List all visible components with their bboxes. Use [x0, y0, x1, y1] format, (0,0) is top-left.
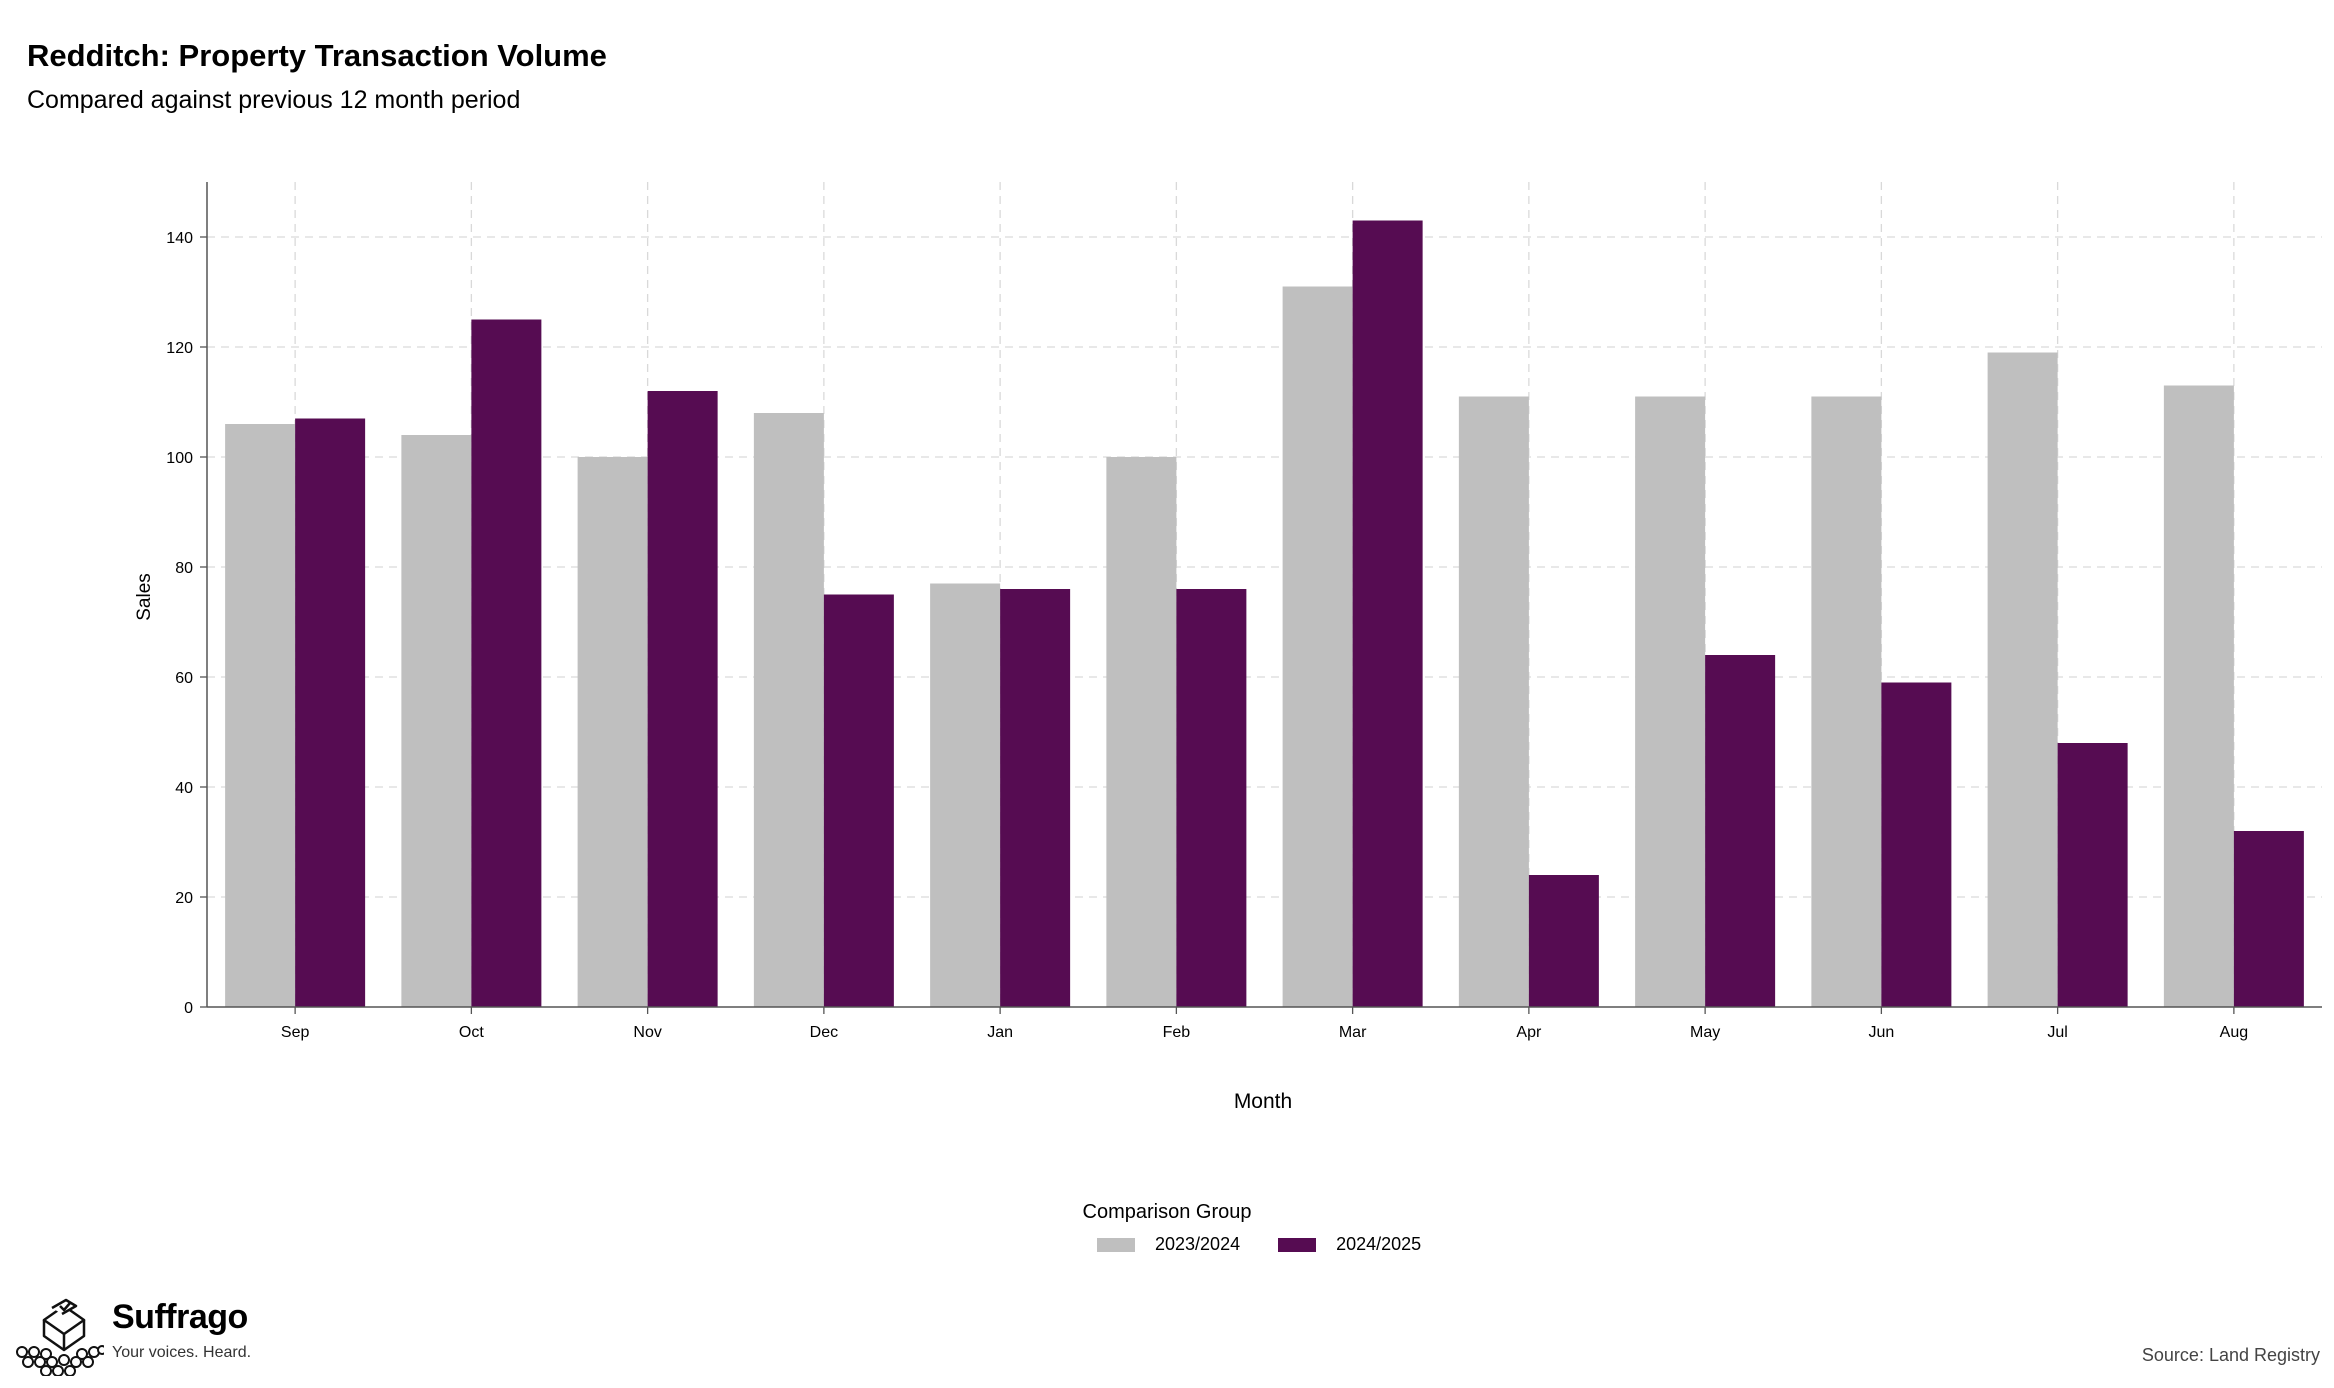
x-tick-label: Jan — [987, 1024, 1013, 1041]
legend: 2023/2024 2024/2025 — [1097, 1234, 1459, 1255]
x-tick-label: Aug — [2220, 1024, 2248, 1041]
legend-swatch — [1097, 1237, 1135, 1252]
x-tick-label: Mar — [1339, 1024, 1367, 1041]
bar-2024-2025-jun — [1881, 682, 1952, 1007]
x-tick-label: Oct — [459, 1024, 484, 1041]
y-axis-label: Sales — [134, 573, 155, 621]
bars — [225, 220, 2304, 1007]
x-tick-label: Nov — [633, 1024, 661, 1041]
bar-chart: 0 20 40 60 80 100 120 140 Sep Oct Nov Dec Jan Feb Mar… — [134, 182, 2322, 1113]
bar-2023-2024-dec — [753, 413, 824, 1007]
bar-2024-2025-apr — [1528, 875, 1599, 1007]
y-tick-labels: 0 20 40 60 80 100 120 140 — [166, 230, 193, 1017]
y-tick-label: 100 — [166, 450, 193, 467]
axes — [200, 182, 2322, 1014]
bar-2024-2025-jul — [2057, 743, 2128, 1007]
bar-2023-2024-nov — [577, 457, 648, 1007]
bar-2024-2025-dec — [823, 594, 894, 1007]
legend-item-2023-2024: 2023/2024 — [1097, 1234, 1240, 1255]
x-tick-labels: Sep Oct Nov Dec Jan Feb Mar Apr May Jun Jul Aug — [281, 1024, 2248, 1041]
brand-tagline: Your voices. Heard. — [112, 1344, 252, 1361]
legend-title: Comparison Group — [1082, 1201, 1252, 1223]
bar-2024-2025-nov — [647, 391, 718, 1007]
bar-2024-2025-mar — [1352, 220, 1423, 1007]
chart-title: Redditch: Property Transaction Volume — [27, 38, 607, 73]
y-tick-label: 60 — [175, 670, 193, 687]
chart-subtitle: Compared against previous 12 month perio… — [27, 86, 521, 114]
x-tick-label: Apr — [1516, 1024, 1542, 1041]
bar-2024-2025-may — [1705, 655, 1776, 1007]
bar-2023-2024-may — [1635, 396, 1706, 1007]
bar-2024-2025-sep — [295, 418, 366, 1007]
bar-2023-2024-jan — [930, 583, 1001, 1007]
bar-2023-2024-sep — [225, 424, 296, 1007]
bar-2023-2024-apr — [1458, 396, 1529, 1007]
x-tick-label: Jul — [2047, 1024, 2067, 1041]
y-tick-label: 120 — [166, 340, 193, 357]
ballot-box-icon — [16, 1298, 104, 1376]
bar-2023-2024-aug — [2163, 385, 2234, 1007]
legend-swatch — [1278, 1237, 1317, 1252]
bar-2024-2025-oct — [471, 319, 542, 1007]
legend-label: 2024/2025 — [1336, 1234, 1422, 1254]
bar-2024-2025-jan — [1000, 589, 1071, 1007]
bar-2023-2024-feb — [1106, 457, 1177, 1007]
y-tick-label: 0 — [184, 1000, 193, 1017]
legend-label: 2023/2024 — [1155, 1234, 1241, 1254]
source-note: Source: Land Registry — [2141, 1345, 2320, 1365]
brand-name: Suffrago — [112, 1298, 248, 1336]
bar-2024-2025-aug — [2233, 831, 2304, 1007]
x-tick-label: May — [1690, 1024, 1720, 1041]
x-tick-label: Feb — [1163, 1024, 1191, 1041]
bar-2023-2024-jun — [1811, 396, 1882, 1007]
y-tick-label: 20 — [175, 890, 193, 907]
brand-logo: Suffrago Your voices. Heard. — [14, 1296, 251, 1376]
legend-item-2024-2025: 2024/2025 — [1278, 1234, 1421, 1255]
y-tick-label: 140 — [166, 230, 193, 247]
x-tick-label: Jun — [1868, 1024, 1894, 1041]
x-tick-label: Sep — [281, 1024, 310, 1041]
bar-2023-2024-mar — [1282, 286, 1353, 1007]
y-tick-label: 80 — [175, 560, 193, 577]
bar-2024-2025-feb — [1176, 589, 1247, 1007]
x-tick-label: Dec — [810, 1024, 838, 1041]
bar-2023-2024-oct — [401, 435, 472, 1007]
bar-2023-2024-jul — [1987, 352, 2058, 1007]
x-axis-label: Month — [1234, 1090, 1292, 1113]
y-tick-label: 40 — [175, 780, 193, 797]
